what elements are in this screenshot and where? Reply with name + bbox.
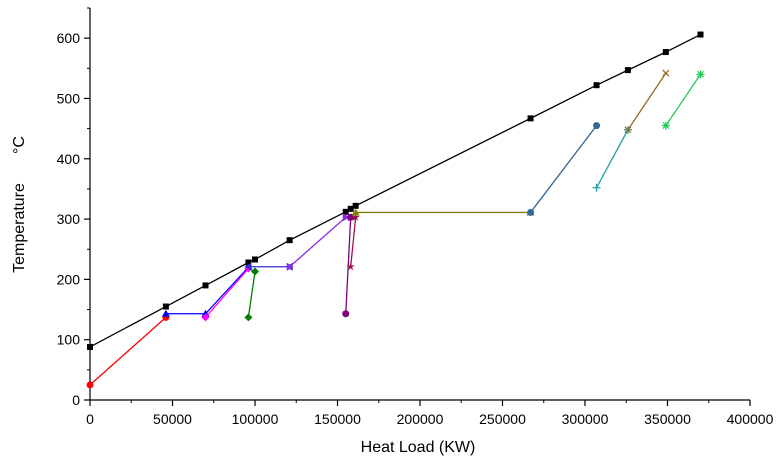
x-tick-label: 400000	[727, 411, 774, 427]
series-11	[527, 122, 601, 216]
data-point	[593, 82, 600, 89]
axes: 0 50000 100000 150000 200000 250000 300000 3500…	[57, 7, 774, 427]
y-axis-title-unit: °C	[11, 136, 28, 154]
data-point	[251, 267, 259, 276]
data-point	[346, 262, 355, 271]
y-tick-label: 100	[57, 332, 81, 348]
data-point	[624, 126, 632, 134]
series-line	[627, 72, 667, 131]
series-10	[351, 208, 535, 216]
series-1	[87, 31, 704, 350]
y-axis-title: Temperature °C	[11, 136, 28, 273]
series-line	[530, 125, 598, 213]
series-3	[161, 263, 253, 317]
y-axis-title-label: Temperature	[11, 183, 28, 273]
x-tick-label: 150000	[314, 411, 361, 427]
x-tick-label: 350000	[644, 411, 691, 427]
series-14	[661, 70, 705, 130]
data-point	[162, 303, 169, 310]
data-point	[87, 343, 93, 350]
data-point	[624, 67, 631, 74]
series-line	[89, 316, 167, 386]
data-point	[697, 31, 704, 38]
data-point	[351, 212, 360, 221]
data-point	[351, 208, 360, 216]
data-point	[662, 69, 670, 77]
data-point	[593, 122, 601, 130]
y-tick-label: 600	[57, 30, 81, 46]
y-tick-label: 400	[57, 151, 81, 167]
y-tick-label: 0	[72, 392, 80, 408]
series-2	[86, 313, 170, 389]
y-tick-label: 200	[57, 271, 81, 287]
data-point	[161, 309, 170, 317]
series-line	[205, 268, 249, 318]
data-point	[252, 256, 258, 263]
data-point	[286, 237, 293, 244]
series-line	[89, 33, 701, 348]
data-point	[286, 262, 294, 271]
data-point	[661, 121, 670, 130]
x-tick-label: 300000	[562, 411, 609, 427]
data-point	[244, 262, 252, 271]
x-tick-label: 100000	[232, 411, 279, 427]
series-7	[286, 213, 355, 271]
data-point	[352, 202, 359, 209]
x-axis-title: Heat Load (KW)	[361, 439, 476, 456]
data-point	[527, 208, 535, 216]
series-9	[346, 212, 360, 271]
series-12	[592, 125, 632, 192]
y-tick-label: 300	[57, 211, 81, 227]
x-tick-label: 200000	[397, 411, 444, 427]
data-point	[201, 313, 210, 322]
data-point	[527, 115, 534, 122]
y-tick-label: 500	[57, 90, 81, 106]
series-line	[595, 129, 629, 189]
series-layer	[86, 31, 705, 389]
x-tick-label: 250000	[479, 411, 526, 427]
data-point	[245, 259, 252, 266]
data-point	[202, 282, 209, 289]
series-line	[350, 217, 357, 267]
series-line	[665, 73, 702, 126]
data-point	[86, 381, 94, 389]
data-point	[592, 183, 601, 192]
series-13	[624, 69, 670, 134]
data-point	[696, 70, 705, 79]
x-tick-label: 50000	[153, 411, 192, 427]
series-line	[247, 271, 256, 318]
data-point	[342, 310, 350, 318]
series-4	[201, 264, 253, 322]
data-point	[662, 49, 669, 56]
data-point	[342, 213, 350, 222]
series-line	[165, 266, 249, 315]
data-point	[347, 213, 355, 221]
series-5	[244, 267, 259, 322]
x-tick-label: 0	[86, 411, 94, 427]
data-point	[342, 208, 349, 215]
data-point	[347, 205, 354, 212]
data-point	[244, 313, 253, 322]
